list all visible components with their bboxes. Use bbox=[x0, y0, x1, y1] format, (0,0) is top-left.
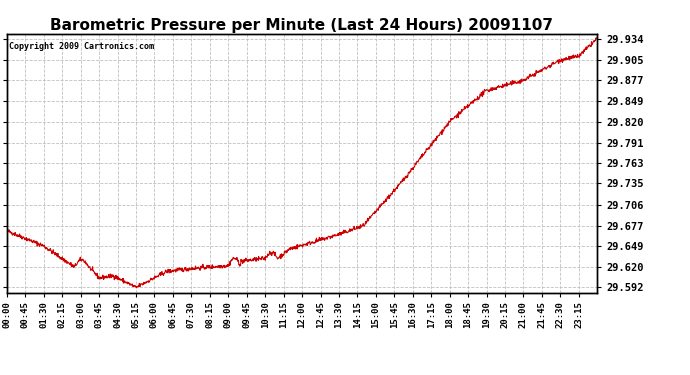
Title: Barometric Pressure per Minute (Last 24 Hours) 20091107: Barometric Pressure per Minute (Last 24 … bbox=[50, 18, 553, 33]
Text: Copyright 2009 Cartronics.com: Copyright 2009 Cartronics.com bbox=[9, 42, 154, 51]
